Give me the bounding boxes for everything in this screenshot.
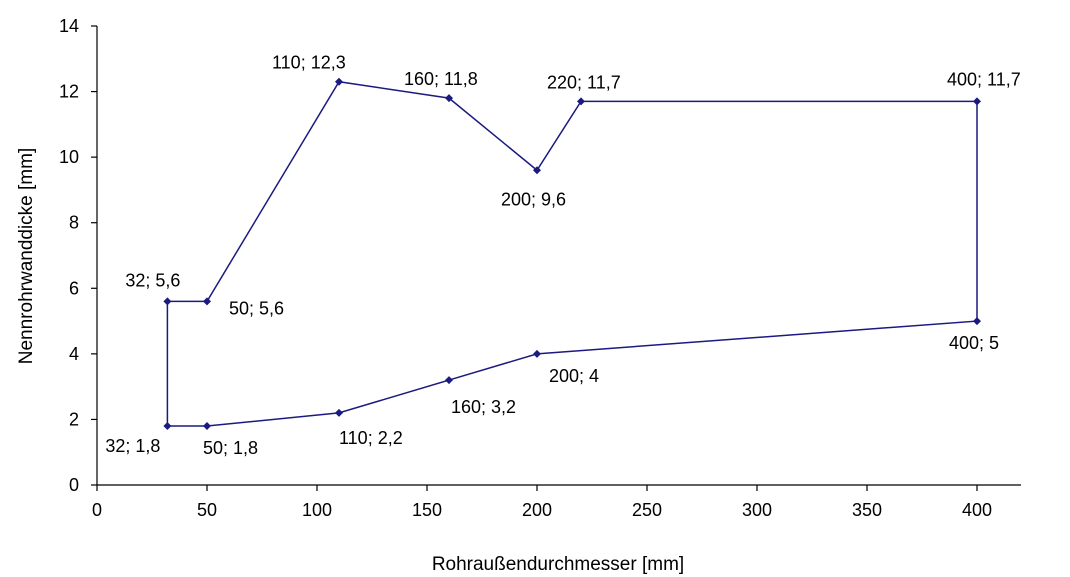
data-labels: 32; 1,8 50; 1,8 110; 2,2 160; 3,2 200; 4 400;…	[105, 53, 1020, 458]
data-point-marker	[577, 97, 585, 106]
data-point-marker	[973, 97, 981, 106]
axes	[96, 26, 1021, 486]
data-label: 200; 9,6	[501, 189, 566, 209]
data-point-marker	[973, 317, 981, 326]
x-tick-label: 150	[412, 500, 442, 520]
data-label: 400; 5	[949, 333, 999, 353]
y-tick-label: 8	[69, 213, 79, 233]
data-point-marker	[203, 297, 211, 306]
x-tick-label: 400	[962, 500, 992, 520]
x-tick-label: 50	[197, 500, 217, 520]
x-tick-label: 300	[742, 500, 772, 520]
data-point-marker	[445, 376, 453, 385]
y-tick-label: 10	[59, 147, 79, 167]
data-label: 50; 1,8	[203, 438, 258, 458]
series-layer	[163, 77, 981, 430]
data-point-marker	[335, 408, 343, 417]
ticks: 0 50 100 150 200 250 300 350 400 0 2 4 6 8 10 12 14	[59, 16, 992, 520]
data-label: 110; 2,2	[339, 428, 403, 448]
data-point-marker	[163, 297, 172, 306]
data-label: 160; 3,2	[451, 397, 516, 417]
y-tick-label: 2	[69, 409, 79, 429]
data-point-marker	[335, 77, 343, 86]
y-tick-label: 14	[59, 16, 79, 36]
x-tick-label: 350	[852, 500, 882, 520]
x-tick-label: 0	[92, 500, 102, 520]
data-label: 110; 12,3	[272, 53, 346, 73]
data-label: 200; 4	[549, 366, 599, 386]
data-label: 32; 5,6	[125, 270, 180, 290]
data-point-marker	[445, 94, 453, 103]
data-label: 220; 11,7	[547, 72, 621, 92]
data-label: 32; 1,8	[105, 436, 160, 456]
data-point-marker	[533, 166, 541, 175]
data-point-marker	[533, 349, 541, 358]
series-line	[166, 80, 978, 427]
data-point-marker	[163, 421, 172, 430]
data-label: 160; 11,8	[404, 69, 478, 89]
x-tick-label: 100	[302, 500, 332, 520]
data-point-marker	[203, 421, 211, 430]
data-label: 50; 5,6	[229, 298, 284, 318]
y-axis-title: Nennrohrwanddicke [mm]	[16, 148, 37, 364]
x-tick-label: 200	[522, 500, 552, 520]
y-tick-label: 12	[59, 82, 79, 102]
x-axis-title: Rohraußendurchmesser [mm]	[432, 554, 684, 575]
y-tick-label: 0	[69, 475, 79, 495]
data-label: 400; 11,7	[947, 69, 1021, 89]
y-tick-label: 4	[69, 344, 79, 364]
y-tick-label: 6	[69, 278, 79, 298]
x-tick-label: 250	[632, 500, 662, 520]
